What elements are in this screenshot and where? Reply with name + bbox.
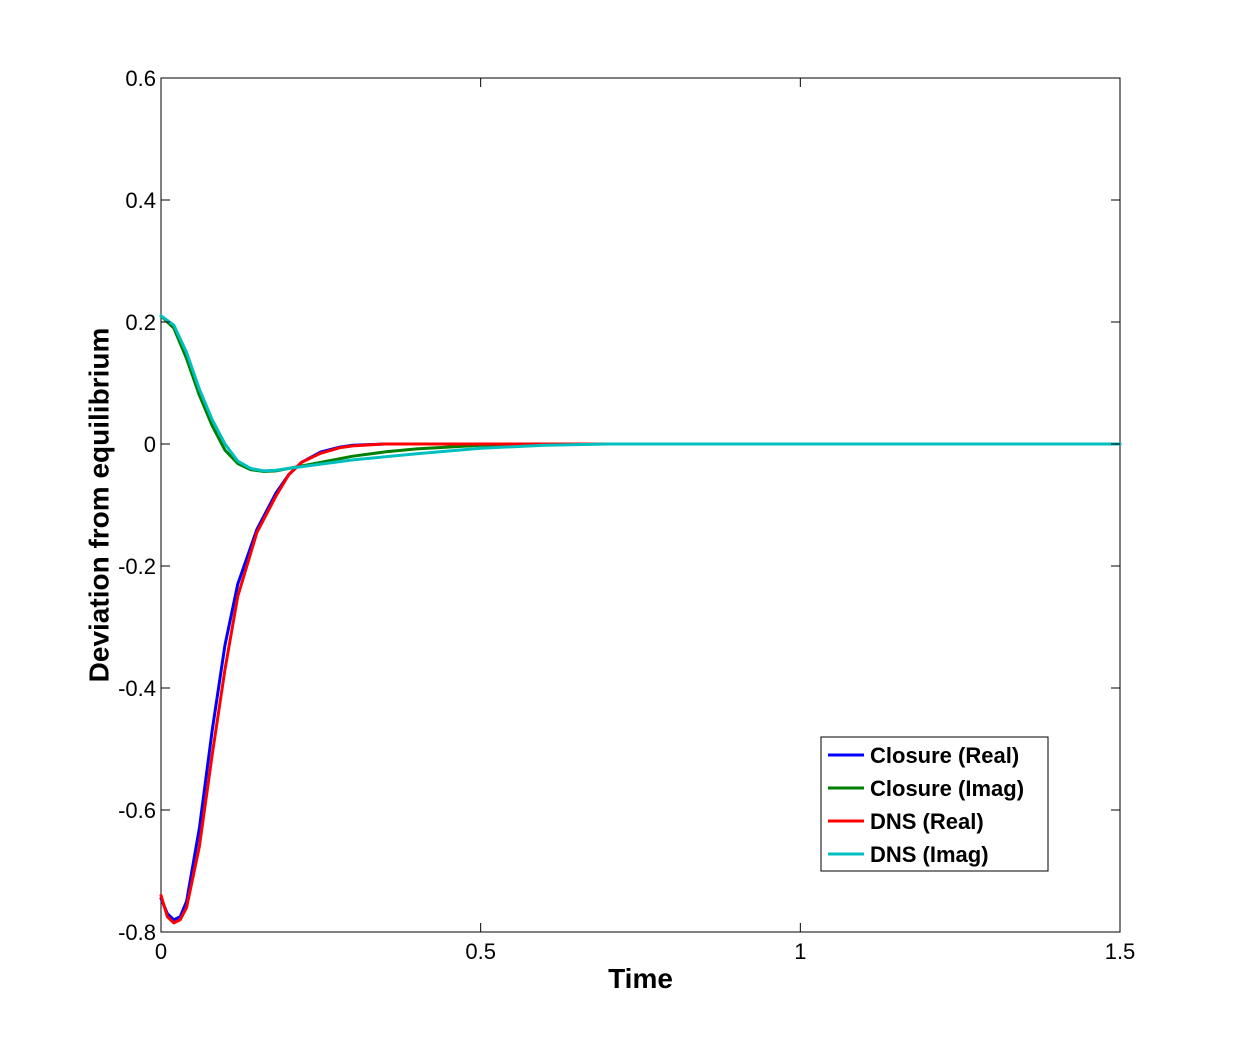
series-line-4: [159, 314, 1122, 473]
y-tick-label: -0.6: [118, 798, 156, 823]
y-axis-title: Deviation from equilibrium: [83, 328, 114, 683]
legend-label: DNS (Imag): [870, 842, 989, 867]
plot-area: [159, 77, 1122, 933]
y-tick-label: -0.8: [118, 920, 156, 945]
y-tick-label: 0.2: [125, 310, 156, 335]
tick-labels: 0 0.5 1 1.5 -0.8 -0.6 -0.4 -0.2 0 0.2 0.4 0.6: [118, 66, 1135, 964]
y-tick-label: -0.4: [118, 676, 156, 701]
legend-label: Closure (Real): [870, 743, 1019, 768]
series-group: [159, 314, 1122, 925]
x-tick-label: 0.5: [465, 939, 496, 964]
x-tick-label: 1: [794, 939, 806, 964]
x-tick-label: 1.5: [1105, 939, 1136, 964]
legend-box: [820, 736, 1049, 872]
ticks-group: [160, 77, 1121, 933]
legend: Closure (Real) Closure (Imag) DNS (Real) DN…: [820, 736, 1049, 872]
y-tick-label: 0: [144, 432, 156, 457]
y-tick-label: 0.4: [125, 188, 156, 213]
y-tick-label: -0.2: [118, 554, 156, 579]
x-tick-label: 0: [155, 939, 167, 964]
x-axis-title: Time: [608, 963, 673, 994]
legend-label: DNS (Real): [870, 809, 984, 834]
legend-label: Closure (Imag): [870, 776, 1024, 801]
y-tick-label: 0.6: [125, 66, 156, 91]
